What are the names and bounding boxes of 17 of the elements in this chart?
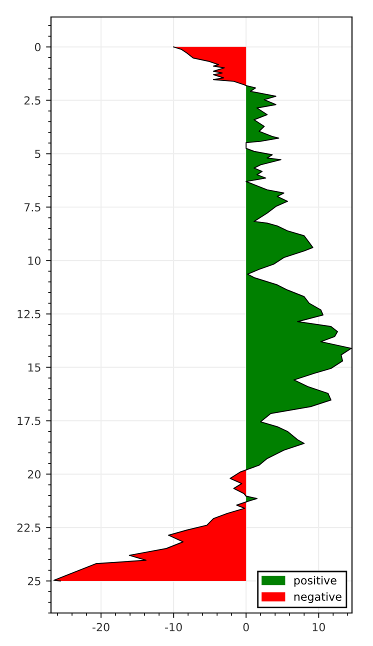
y-tick-label: 2.5 bbox=[24, 96, 40, 105]
x-tick-label: 0 bbox=[243, 622, 249, 632]
y-tick-label: 17.5 bbox=[18, 416, 40, 426]
y-tick-label: 0 bbox=[34, 42, 41, 52]
y-tick-label: 7.5 bbox=[24, 203, 40, 212]
x-tick-label: 10 bbox=[312, 622, 325, 632]
legend-label: positive bbox=[294, 576, 336, 587]
y-tick-label: 20 bbox=[28, 470, 41, 479]
y-tick-label: 12.5 bbox=[18, 310, 40, 318]
x-tick-label: -20 bbox=[92, 622, 110, 632]
legend-label: negative bbox=[294, 592, 342, 603]
y-tick-label: 5 bbox=[35, 150, 40, 158]
y-tick-label: 22.5 bbox=[17, 524, 40, 532]
y-tick-label: 25 bbox=[28, 576, 40, 586]
y-tick-label: 10 bbox=[28, 256, 41, 265]
y-tick-label: 15 bbox=[28, 363, 40, 372]
x-tick-label: -10 bbox=[165, 622, 182, 632]
